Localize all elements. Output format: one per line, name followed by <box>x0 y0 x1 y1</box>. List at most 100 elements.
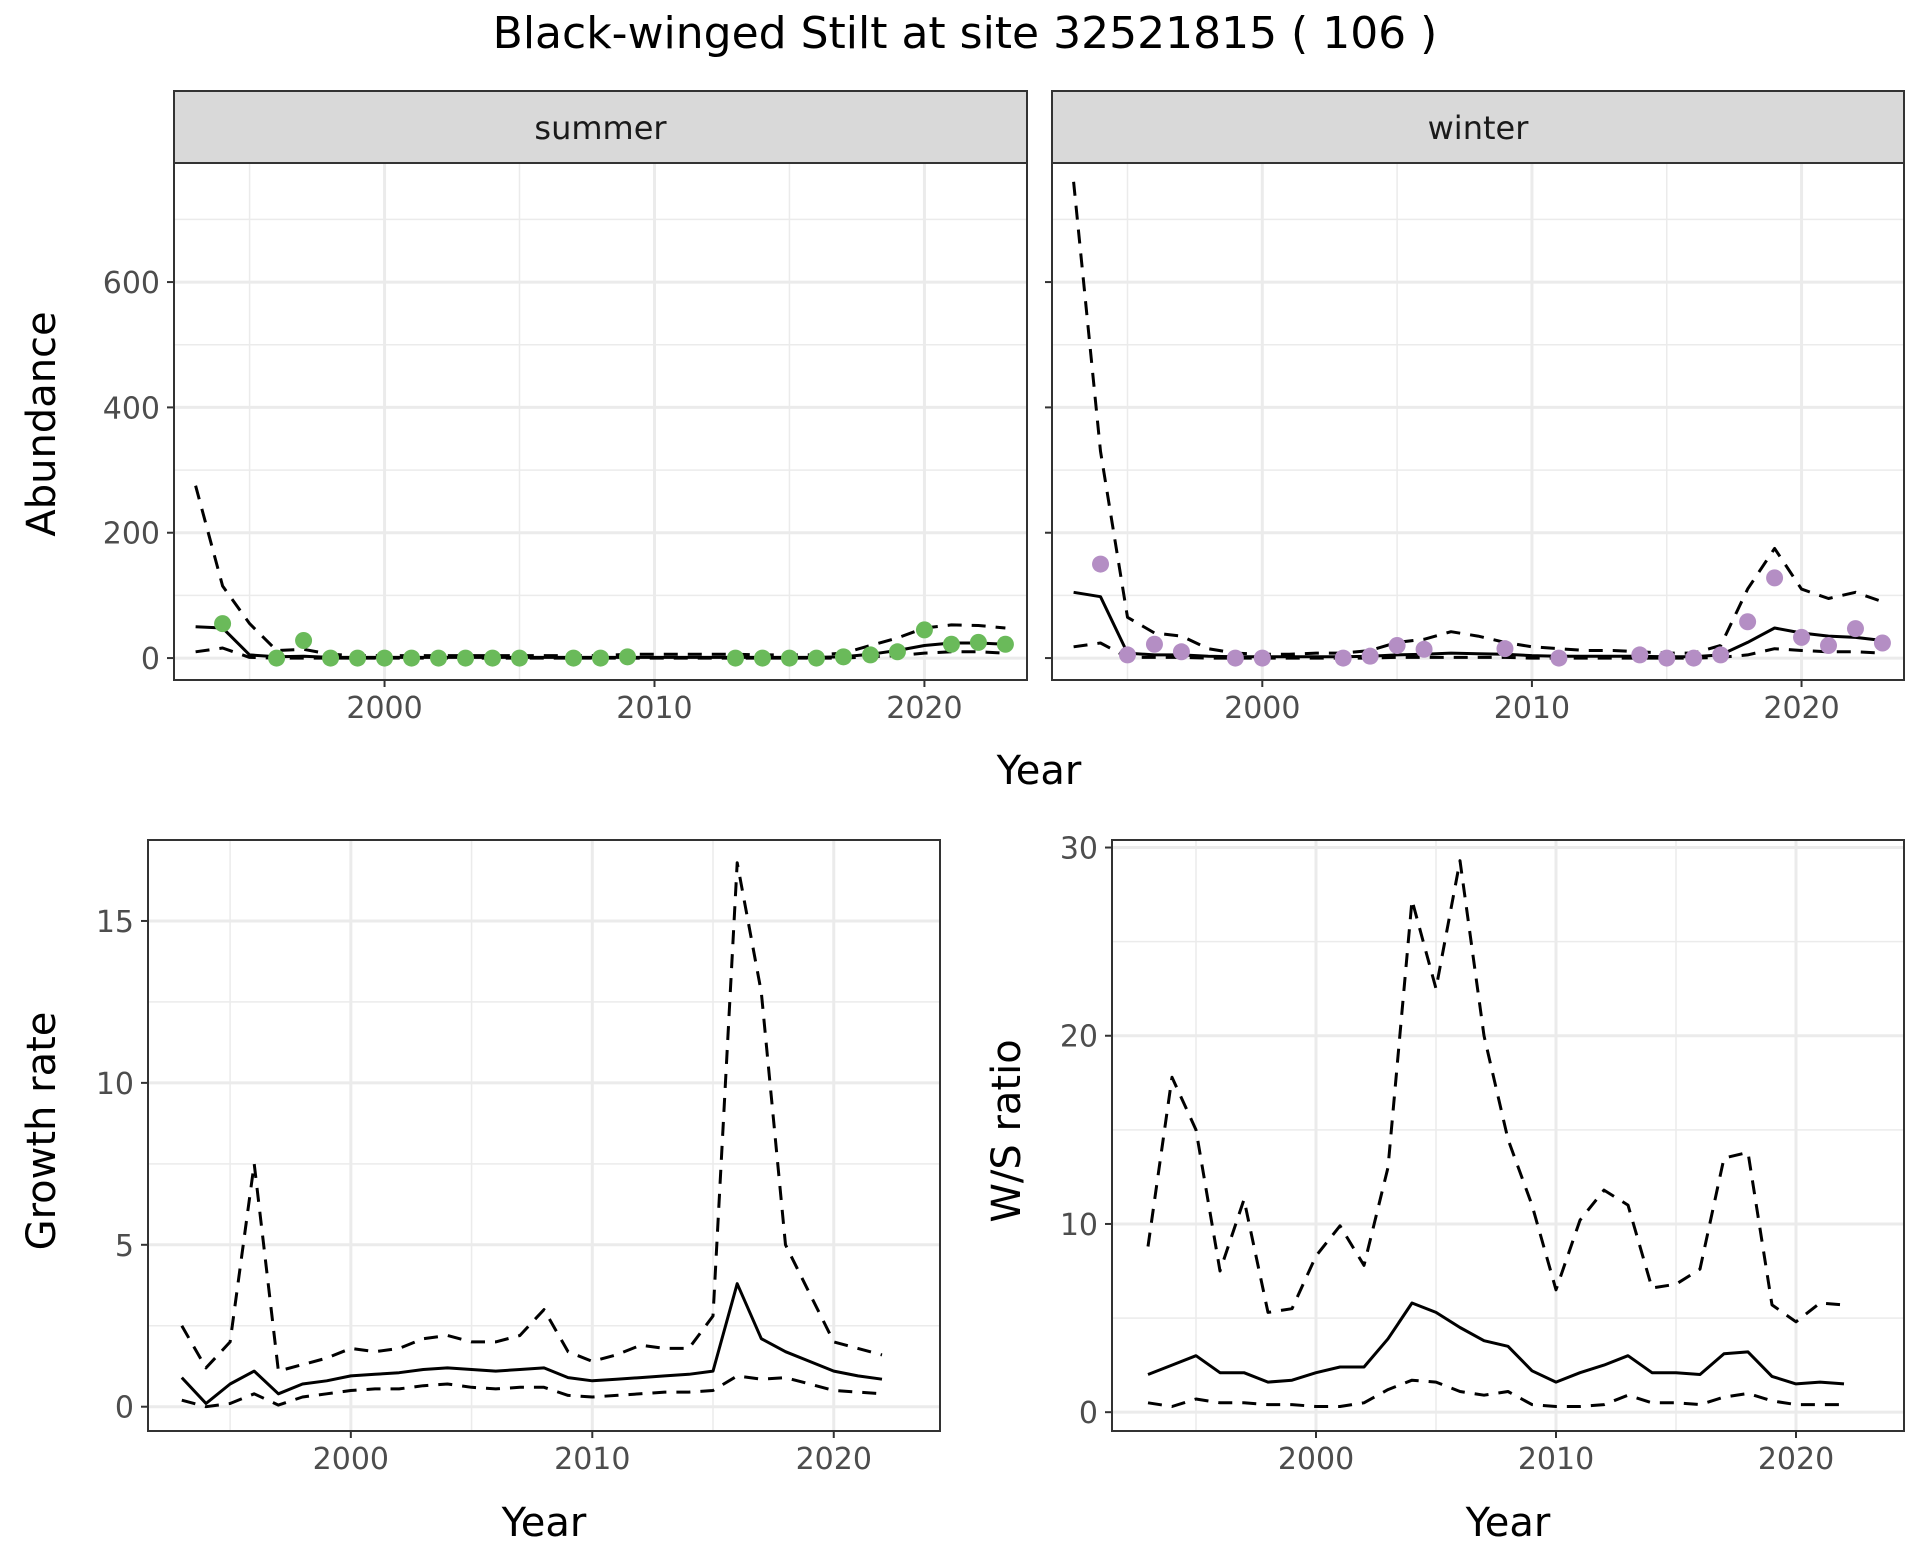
ws-ratio-x-axis-label: Year <box>1465 1500 1551 1546</box>
observed-count-point <box>295 632 313 650</box>
x-tick-label: 2000 <box>1224 691 1300 726</box>
x-tick-label: 2000 <box>313 1442 389 1477</box>
observed-count-point <box>1846 620 1864 638</box>
observed-count-point <box>753 649 771 667</box>
observed-count-point <box>1685 649 1703 667</box>
observed-count-point <box>484 649 502 667</box>
confidence-bound-line <box>1072 181 1883 656</box>
observed-count-point <box>565 649 583 667</box>
observed-count-point <box>214 615 232 633</box>
confidence-bound-line <box>1147 1378 1844 1408</box>
y-tick-label: 10 <box>96 1067 134 1102</box>
abundance-x-axis-label: Year <box>996 748 1082 794</box>
y-tick-label: 20 <box>1060 1020 1098 1055</box>
panel-border <box>1051 162 1905 681</box>
observed-count-point <box>592 649 609 667</box>
x-tick-label: 2010 <box>616 691 692 726</box>
observed-count-point <box>1253 649 1271 667</box>
estimate-line <box>1147 1301 1845 1386</box>
estimate-line <box>1073 590 1883 659</box>
observed-count-point <box>1361 647 1379 665</box>
observed-count-point <box>996 635 1014 653</box>
y-tick-label: 30 <box>1060 832 1098 867</box>
observed-count-point <box>1820 637 1838 655</box>
abundance-y-axis-label: Abundance <box>19 311 65 536</box>
observed-count-point <box>942 635 960 653</box>
x-tick-label: 2020 <box>886 691 962 726</box>
observed-count-point <box>807 649 825 667</box>
observed-count-point <box>1415 640 1433 658</box>
observed-count-point <box>268 649 286 667</box>
observed-count-point <box>376 649 394 667</box>
facet-strip <box>1051 90 1905 164</box>
observed-count-point <box>1118 646 1136 664</box>
observed-count-point <box>403 649 421 667</box>
confidence-bound-line <box>180 861 883 1373</box>
x-tick-label: 2010 <box>554 1442 630 1477</box>
y-tick-label: 0 <box>115 1391 134 1426</box>
observed-count-point <box>1766 569 1784 587</box>
observed-count-point <box>915 621 933 639</box>
abundance-winter-panel: 2000 2010 2020 winter <box>1045 90 1905 726</box>
observed-count-point <box>1712 646 1730 664</box>
observed-count-point <box>430 649 448 667</box>
ws-ratio-y-axis-label: W/S ratio <box>984 1039 1030 1222</box>
observed-count-point <box>834 648 852 666</box>
y-tick-label: 200 <box>103 517 160 552</box>
y-tick-label: 600 <box>103 266 160 301</box>
growth-rate-panel: 2000 2010 2020 0 5 10 15 <box>96 839 941 1477</box>
observed-count-point <box>1873 634 1891 652</box>
observed-count-point <box>511 649 529 667</box>
abundance-summer-panel: 2000 2010 2020 0 200 400 600 summer <box>103 90 1028 726</box>
confidence-bound-line <box>181 1374 883 1409</box>
confidence-bound-line <box>194 485 1006 658</box>
observed-count-point <box>1172 643 1190 661</box>
observed-count-point <box>349 649 367 667</box>
y-tick-label: 5 <box>115 1229 134 1264</box>
observed-count-point <box>1226 649 1244 667</box>
observed-count-point <box>322 649 340 667</box>
x-tick-label: 2020 <box>796 1442 872 1477</box>
observed-count-point <box>1145 635 1163 653</box>
y-tick-label: 0 <box>141 642 160 677</box>
observed-count-point <box>1631 646 1649 664</box>
observed-count-point <box>1496 640 1514 658</box>
observed-count-point <box>1793 628 1811 646</box>
observed-count-point <box>888 643 906 661</box>
panel-border <box>173 162 1028 681</box>
y-tick-label: 0 <box>1079 1396 1098 1431</box>
observed-count-point <box>1550 649 1568 667</box>
x-tick-label: 2020 <box>1758 1442 1834 1477</box>
estimate-line <box>180 1282 883 1405</box>
observed-count-point <box>1334 649 1352 667</box>
panel-border <box>1111 839 1905 1432</box>
growth-x-axis-label: Year <box>501 1500 587 1546</box>
observed-count-point <box>1092 555 1110 573</box>
panel-border <box>147 839 941 1432</box>
y-tick-label: 400 <box>103 391 160 426</box>
x-tick-label: 2010 <box>1494 691 1570 726</box>
observed-count-point <box>1658 649 1676 667</box>
x-tick-label: 2010 <box>1518 1442 1594 1477</box>
facet-strip <box>173 90 1028 164</box>
confidence-bound-line <box>1146 859 1845 1324</box>
observed-count-point <box>861 646 879 664</box>
x-tick-label: 2000 <box>346 691 422 726</box>
x-tick-label: 2000 <box>1278 1442 1354 1477</box>
observed-count-point <box>726 649 744 667</box>
observed-count-point <box>618 648 636 666</box>
facet-strip-label: winter <box>1428 109 1530 147</box>
figure-title: Black-winged Stilt at site 32521815 ( 10… <box>493 8 1438 59</box>
observed-count-point <box>969 633 987 651</box>
ws-ratio-panel: 2000 2010 2020 0 10 20 30 <box>1060 832 1905 1477</box>
y-tick-label: 10 <box>1060 1208 1098 1243</box>
y-tick-label: 15 <box>96 905 134 940</box>
x-tick-label: 2020 <box>1763 691 1839 726</box>
observed-count-point <box>457 649 475 667</box>
observed-count-point <box>1388 637 1406 655</box>
growth-y-axis-label: Growth rate <box>19 1012 65 1251</box>
confidence-bound-line <box>1073 641 1883 660</box>
observed-count-point <box>780 649 798 667</box>
observed-count-point <box>1739 613 1757 631</box>
